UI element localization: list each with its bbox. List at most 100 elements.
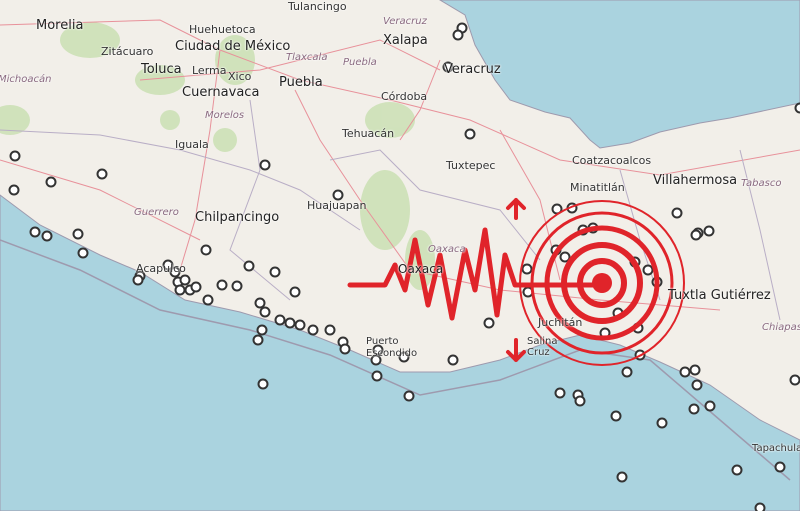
- seismic-event-marker[interactable]: [269, 266, 281, 278]
- seismic-event-marker[interactable]: [704, 400, 716, 412]
- seismic-event-marker[interactable]: [96, 168, 108, 180]
- seismic-event-marker[interactable]: [252, 334, 264, 346]
- seismic-event-marker[interactable]: [231, 280, 243, 292]
- seismic-event-marker[interactable]: [259, 306, 271, 318]
- city-label: Huajuapan: [307, 199, 367, 212]
- seismic-event-marker[interactable]: [559, 251, 571, 263]
- seismic-event-marker[interactable]: [610, 410, 622, 422]
- seismic-event-marker[interactable]: [403, 390, 415, 402]
- city-label: Iguala: [175, 138, 209, 151]
- seismic-event-marker[interactable]: [452, 29, 464, 41]
- seismic-event-marker[interactable]: [621, 366, 633, 378]
- arrow-up-icon: [506, 198, 526, 220]
- city-label: Zitácuaro: [101, 45, 154, 58]
- seismic-event-marker[interactable]: [656, 417, 668, 429]
- city-label: Tulancingo: [288, 0, 347, 13]
- seismic-event-marker[interactable]: [447, 354, 459, 366]
- seismic-event-marker[interactable]: [464, 128, 476, 140]
- seismic-event-marker[interactable]: [254, 297, 266, 309]
- seismic-event-marker[interactable]: [789, 374, 800, 386]
- seismic-event-marker[interactable]: [132, 274, 144, 286]
- seismic-event-marker[interactable]: [289, 286, 301, 298]
- seismic-event-marker[interactable]: [274, 314, 286, 326]
- seismic-event-marker[interactable]: [554, 387, 566, 399]
- city-label: Veracruz: [444, 62, 501, 77]
- epicenter-ring: [561, 242, 643, 324]
- seismic-markers: [8, 22, 800, 511]
- seismic-event-marker[interactable]: [294, 319, 306, 331]
- city-label: Tehuacán: [342, 127, 395, 140]
- state-label: Chiapas: [762, 322, 800, 333]
- seismic-event-marker[interactable]: [41, 230, 53, 242]
- seismic-event-marker[interactable]: [8, 184, 20, 196]
- city-label: Xico: [228, 70, 252, 83]
- epicenter-ring: [577, 258, 627, 308]
- seismic-event-marker[interactable]: [371, 370, 383, 382]
- seismic-event-marker[interactable]: [259, 159, 271, 171]
- city-label: Tuxtla Gutiérrez: [668, 288, 771, 303]
- state-borders: [0, 99, 781, 321]
- seismic-event-marker[interactable]: [679, 366, 691, 378]
- seismic-event-marker[interactable]: [162, 259, 174, 271]
- seismic-event-marker[interactable]: [370, 354, 382, 366]
- seismic-event-marker[interactable]: [642, 264, 654, 276]
- city-label: Coatzacoalcos: [572, 154, 652, 167]
- seismic-event-marker[interactable]: [202, 294, 214, 306]
- seismic-event-marker[interactable]: [774, 461, 786, 473]
- seismic-event-marker[interactable]: [284, 317, 296, 329]
- seismic-event-marker[interactable]: [671, 207, 683, 219]
- seismic-event-marker[interactable]: [691, 379, 703, 391]
- trench-line: [0, 239, 791, 481]
- city-label: Juchitán: [538, 316, 583, 329]
- seismic-event-marker[interactable]: [332, 189, 344, 201]
- seismic-event-marker[interactable]: [216, 279, 228, 291]
- seismic-event-marker[interactable]: [616, 471, 628, 483]
- seismic-event-marker[interactable]: [794, 102, 800, 114]
- seismic-event-marker[interactable]: [77, 247, 89, 259]
- seismic-event-marker[interactable]: [731, 464, 743, 476]
- seismic-event-marker[interactable]: [72, 228, 84, 240]
- seismic-event-marker[interactable]: [754, 502, 766, 511]
- seismic-event-marker[interactable]: [307, 324, 319, 336]
- state-label: Oaxaca: [428, 244, 466, 255]
- seismic-event-marker[interactable]: [703, 225, 715, 237]
- epicenter-ring: [544, 225, 660, 341]
- city-label: Chilpancingo: [195, 210, 280, 225]
- city-label: Tapachula: [752, 443, 800, 454]
- roads: [0, 19, 800, 311]
- seismic-event-marker[interactable]: [257, 378, 269, 390]
- seismic-event-marker[interactable]: [169, 266, 181, 278]
- seismic-event-marker[interactable]: [442, 61, 454, 73]
- gulf-of-mexico: [439, 0, 800, 149]
- seismic-event-marker[interactable]: [483, 317, 495, 329]
- seismic-event-marker[interactable]: [9, 150, 21, 162]
- seismic-event-marker[interactable]: [174, 284, 186, 296]
- seismic-event-marker[interactable]: [45, 176, 57, 188]
- city-label: Puerto Escondido: [366, 336, 418, 359]
- city-label: Salina Cruz: [527, 336, 558, 358]
- seismic-event-marker[interactable]: [372, 344, 384, 356]
- seismic-event-marker[interactable]: [689, 364, 701, 376]
- seismic-event-marker[interactable]: [688, 403, 700, 415]
- seismic-event-marker[interactable]: [324, 324, 336, 336]
- seismic-event-marker[interactable]: [200, 244, 212, 256]
- seismic-event-marker[interactable]: [339, 343, 351, 355]
- seismic-event-marker[interactable]: [243, 260, 255, 272]
- seismic-event-marker[interactable]: [690, 229, 702, 241]
- seismograph-wave-icon: [347, 227, 603, 321]
- state-label: Guerrero: [134, 207, 179, 218]
- seismic-event-marker[interactable]: [574, 395, 586, 407]
- seismic-event-marker[interactable]: [29, 226, 41, 238]
- seismic-event-marker[interactable]: [256, 324, 268, 336]
- city-label: Xalapa: [383, 33, 428, 48]
- city-label: Villahermosa: [653, 173, 738, 188]
- earthquake-overlay: [347, 198, 685, 366]
- seismic-event-marker[interactable]: [179, 274, 191, 286]
- city-label: Toluca: [141, 62, 182, 77]
- seismic-event-marker[interactable]: [190, 281, 202, 293]
- city-label: Huehuetoca: [189, 23, 256, 36]
- state-label: Veracruz: [383, 16, 427, 27]
- seismic-event-marker[interactable]: [521, 263, 533, 275]
- seismic-event-marker[interactable]: [398, 351, 410, 363]
